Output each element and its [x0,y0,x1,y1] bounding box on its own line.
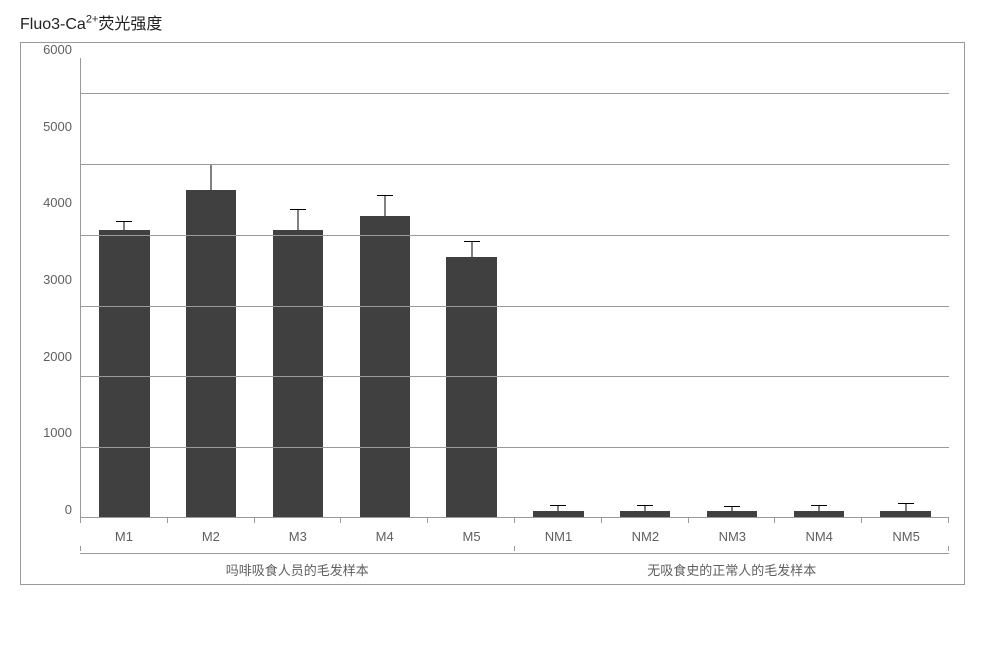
x-label: NM3 [688,523,775,544]
x-label: M4 [341,523,428,544]
gridline [81,164,949,165]
gridline [81,306,949,307]
gridline [81,376,949,377]
group-tick [514,546,949,551]
group-label: 无吸食史的正常人的毛发样本 [515,553,950,579]
error-bar-stem [471,242,472,256]
error-bar-stem [905,504,906,511]
group-tick [80,546,514,551]
x-label: M3 [254,523,341,544]
bar-M2 [186,190,236,517]
bar-NM4 [794,511,844,517]
error-bar-stem [211,165,212,190]
x-label: M1 [80,523,167,544]
group-axis: 吗啡吸食人员的毛发样本无吸食史的正常人的毛发样本 [80,553,949,579]
bar-M5 [446,257,496,517]
gridline [81,447,949,448]
plot-area [80,58,949,518]
bar-M3 [273,230,323,517]
gridline [81,235,949,236]
bar-NM3 [707,511,757,517]
error-bar-stem [384,196,385,217]
x-label: M2 [167,523,254,544]
bar-M4 [360,216,410,517]
group-tick-marks [80,546,949,551]
bar-M1 [99,230,149,517]
y-axis: 6000500040003000200010000 [36,58,80,518]
x-label: NM2 [601,523,688,544]
bar-NM1 [533,511,583,517]
x-label: M5 [428,523,515,544]
x-label: NM1 [515,523,602,544]
x-label: NM4 [775,523,862,544]
chart-title: Fluo3-Ca2+荧光强度 [20,10,980,34]
x-label: NM5 [862,523,949,544]
gridline [81,93,949,94]
bar-NM2 [620,511,670,517]
error-bar-stem [297,210,298,230]
chart-container: 6000500040003000200010000 M1M2M3M4M5NM1N… [20,42,965,585]
group-label: 吗啡吸食人员的毛发样本 [80,553,515,579]
bar-NM5 [880,511,930,517]
x-axis: M1M2M3M4M5NM1NM2NM3NM4NM5 [80,523,949,544]
error-bar-stem [124,222,125,230]
